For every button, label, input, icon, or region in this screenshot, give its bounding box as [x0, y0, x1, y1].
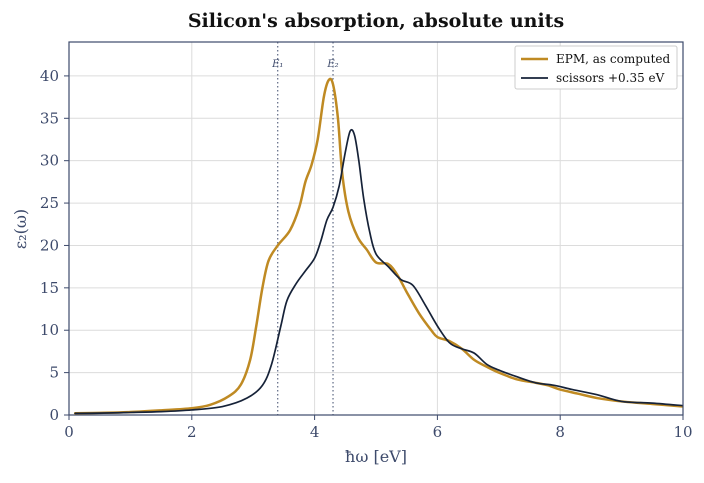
y-axis-label: ε₂(ω): [11, 209, 30, 249]
legend-label-scissors: scissors +0.35 eV: [556, 71, 665, 85]
legend-box: [514, 45, 678, 90]
y-tick-label: 10: [40, 321, 59, 339]
legend-label-epm: EPM, as computed: [556, 52, 671, 66]
x-tick-label: 2: [187, 423, 197, 441]
y-tick-label: 0: [49, 406, 59, 424]
x-tick-label: 6: [433, 423, 443, 441]
series-lines: [73, 77, 683, 415]
y-tick-label: 20: [40, 236, 59, 254]
series-line-epm: [73, 77, 683, 415]
y-tick-label: 25: [40, 194, 59, 212]
grid-lines: [68, 42, 684, 416]
x-tick-label: 10: [673, 423, 692, 441]
x-tick-label: 4: [310, 423, 320, 441]
series-line-scissors: [74, 128, 683, 415]
x-tick-label: 8: [555, 423, 565, 441]
y-tick-label: 15: [40, 279, 59, 297]
reference-label-0: E₁: [271, 59, 283, 70]
reference-lines: E₁ E₂: [271, 42, 339, 415]
reference-label-1: E₂: [326, 59, 338, 70]
plot-frame: [68, 41, 684, 416]
y-tick-label: 40: [40, 67, 59, 85]
legend: EPM, as computed scissors +0.35 eV: [514, 45, 678, 90]
y-tick-label: 5: [49, 364, 59, 382]
x-axis-label: ħω [eV]: [345, 447, 407, 466]
y-tick-label: 35: [40, 109, 59, 127]
x-tick-label: 0: [64, 423, 74, 441]
y-tick-label: 30: [40, 152, 59, 170]
chart-title: Silicon's absorption, absolute units: [188, 10, 564, 32]
axis-ticks: 0 2 4 6 8 10 0 5 10 15 20 25 30 35 40: [40, 67, 693, 441]
